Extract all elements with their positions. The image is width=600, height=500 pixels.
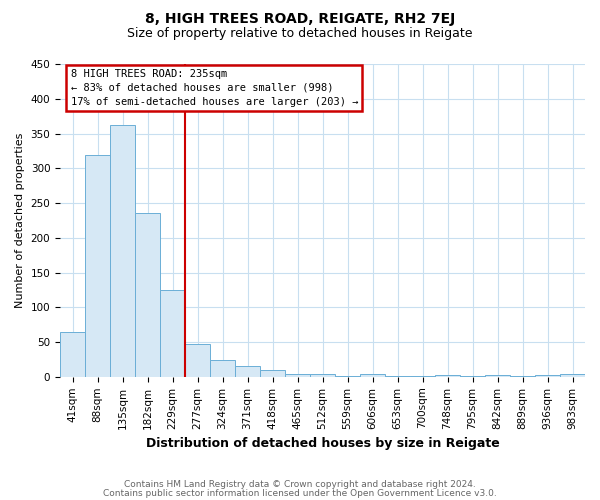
Bar xyxy=(460,376,485,377)
Bar xyxy=(60,332,85,377)
Bar xyxy=(160,290,185,377)
Bar xyxy=(485,374,510,377)
Bar xyxy=(235,366,260,377)
Bar xyxy=(435,374,460,377)
Bar xyxy=(285,374,310,377)
Bar xyxy=(510,376,535,377)
X-axis label: Distribution of detached houses by size in Reigate: Distribution of detached houses by size … xyxy=(146,437,499,450)
Y-axis label: Number of detached properties: Number of detached properties xyxy=(15,132,25,308)
Bar xyxy=(560,374,585,377)
Text: Size of property relative to detached houses in Reigate: Size of property relative to detached ho… xyxy=(127,28,473,40)
Text: Contains HM Land Registry data © Crown copyright and database right 2024.: Contains HM Land Registry data © Crown c… xyxy=(124,480,476,489)
Bar xyxy=(110,125,135,377)
Bar xyxy=(385,376,410,377)
Text: 8 HIGH TREES ROAD: 235sqm
← 83% of detached houses are smaller (998)
17% of semi: 8 HIGH TREES ROAD: 235sqm ← 83% of detac… xyxy=(71,68,358,106)
Bar xyxy=(410,376,435,377)
Bar xyxy=(260,370,285,377)
Bar xyxy=(210,360,235,377)
Text: 8, HIGH TREES ROAD, REIGATE, RH2 7EJ: 8, HIGH TREES ROAD, REIGATE, RH2 7EJ xyxy=(145,12,455,26)
Bar xyxy=(335,376,360,377)
Bar xyxy=(360,374,385,377)
Bar xyxy=(135,214,160,377)
Bar xyxy=(535,374,560,377)
Bar xyxy=(85,155,110,377)
Text: Contains public sector information licensed under the Open Government Licence v3: Contains public sector information licen… xyxy=(103,488,497,498)
Bar xyxy=(185,344,210,377)
Bar xyxy=(310,374,335,377)
